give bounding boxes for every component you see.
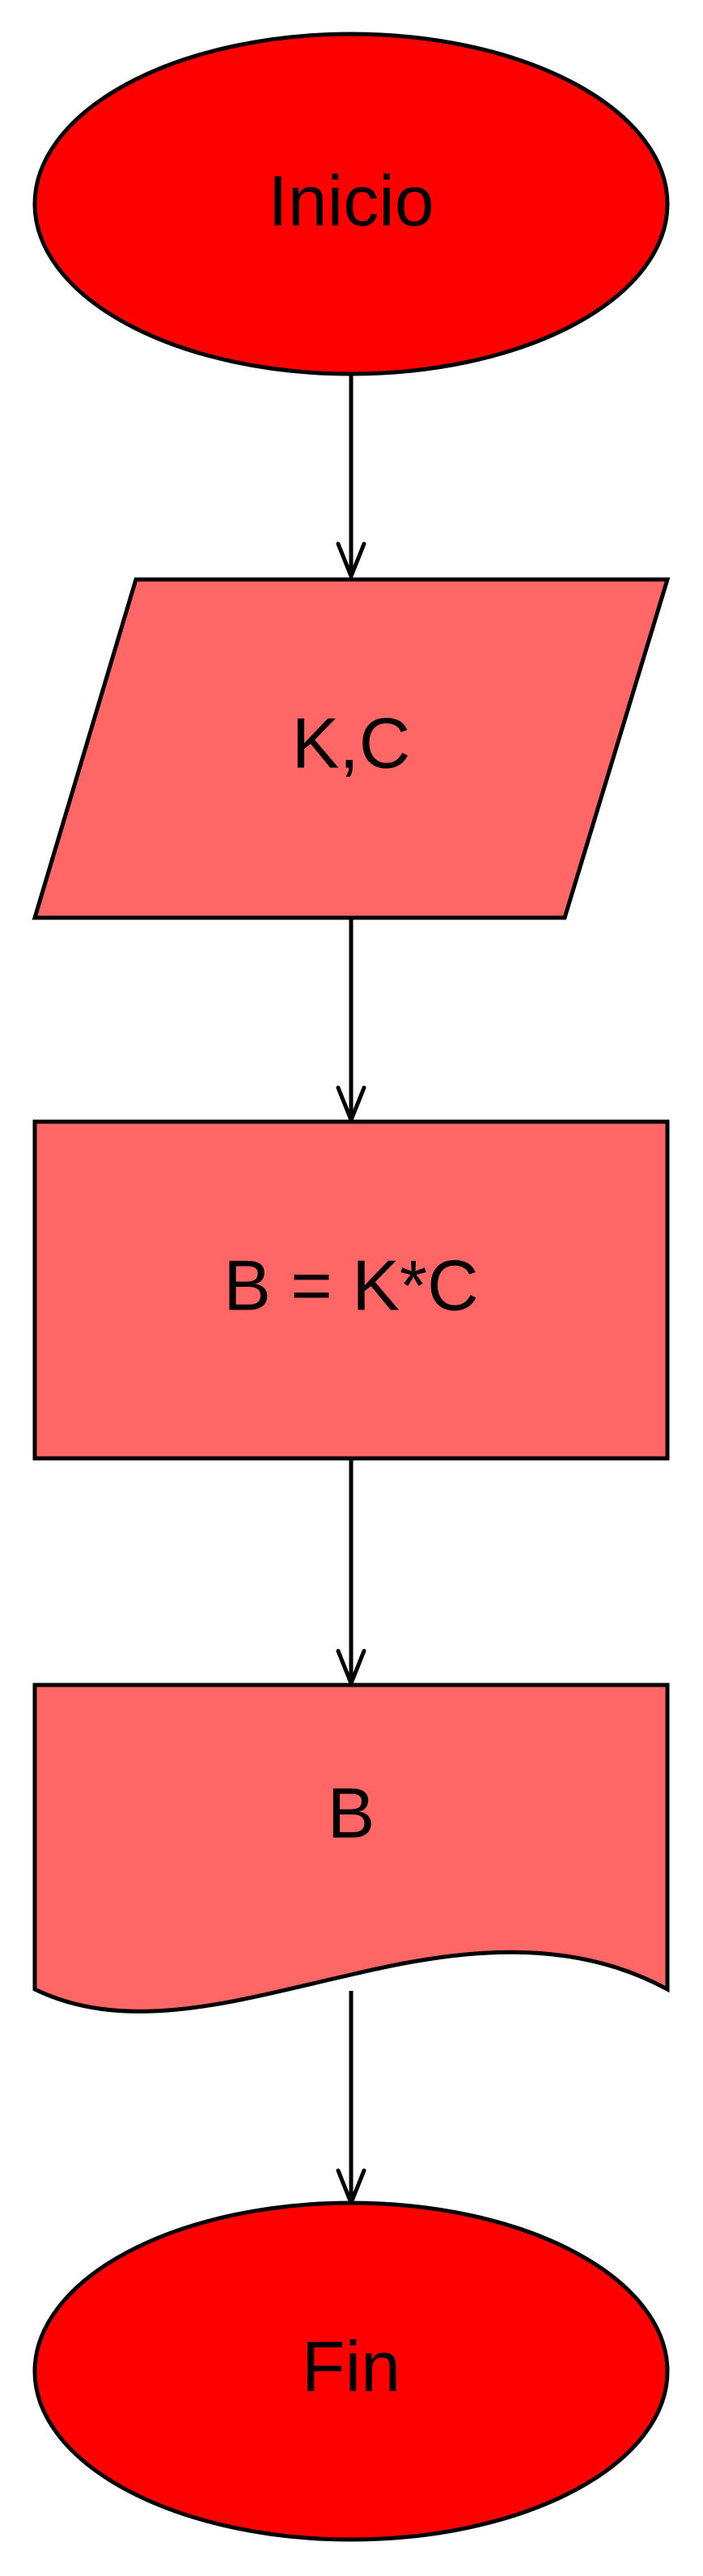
input-node: K,C bbox=[32, 577, 671, 920]
end-terminal-shape bbox=[32, 2200, 670, 2542]
output-document-shape bbox=[32, 1683, 670, 2014]
process-node: B = K*C bbox=[32, 1119, 670, 1461]
process-rectangle-shape bbox=[32, 1119, 670, 1461]
end-terminal-label: Fin bbox=[302, 2327, 400, 2407]
process-label: B = K*C bbox=[223, 1246, 478, 1326]
edge-output-to-end bbox=[336, 1991, 366, 2205]
end-terminal-node: Fin bbox=[32, 2200, 670, 2542]
start-terminal-label: Inicio bbox=[268, 161, 434, 241]
output-node: B bbox=[32, 1683, 670, 2014]
output-label: B bbox=[328, 1773, 375, 1853]
start-terminal-shape bbox=[32, 32, 670, 376]
edge-start-to-input bbox=[336, 374, 366, 579]
edge-input-to-process bbox=[336, 919, 366, 1122]
edge-process-to-output bbox=[336, 1458, 366, 1686]
input-parallelogram-shape bbox=[32, 577, 671, 920]
input-label: K,C bbox=[292, 703, 411, 783]
start-terminal-node: Inicio bbox=[32, 32, 670, 376]
